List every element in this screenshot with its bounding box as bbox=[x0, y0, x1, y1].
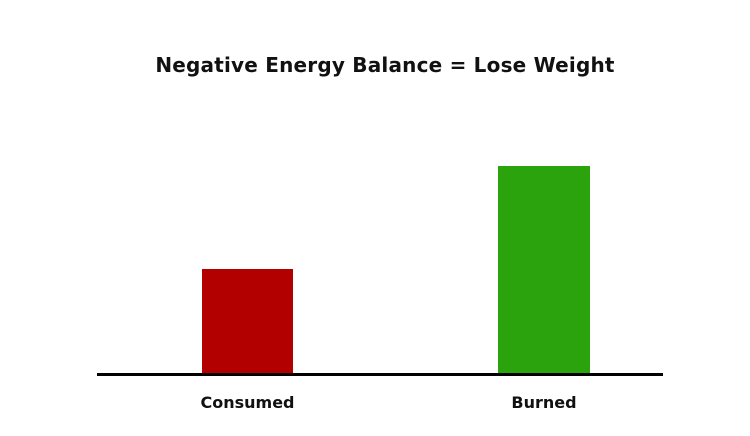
x-axis-line bbox=[97, 373, 663, 376]
chart-title: Negative Energy Balance = Lose Weight bbox=[155, 53, 615, 77]
bar-burned bbox=[498, 166, 590, 373]
bar-label-burned: Burned bbox=[511, 393, 577, 412]
bar-label-consumed: Consumed bbox=[200, 393, 295, 412]
bar-consumed bbox=[202, 269, 293, 373]
